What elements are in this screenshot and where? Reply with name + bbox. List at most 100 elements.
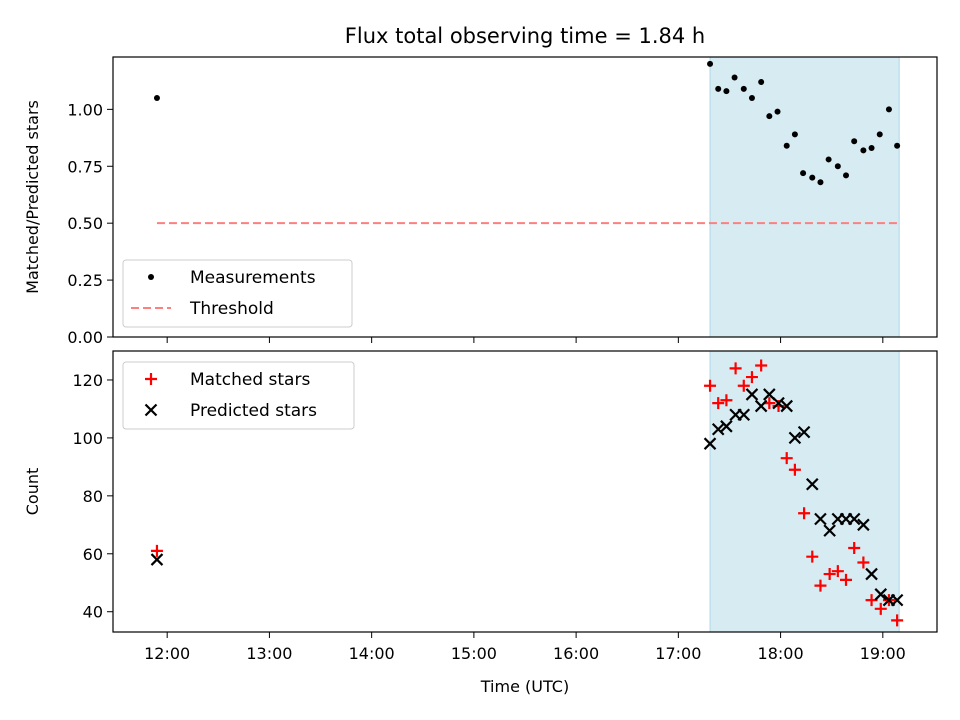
matched-star-point	[755, 359, 768, 372]
legend: Measurements Threshold	[122, 259, 353, 328]
y-tick-label: 120	[72, 371, 103, 390]
measurement-point	[817, 179, 824, 186]
measurement-point	[731, 74, 738, 81]
chart-title: Flux total observing time = 1.84 h	[345, 24, 705, 48]
legend-label: Matched stars	[190, 370, 310, 390]
y-tick-label: 40	[83, 603, 103, 622]
measurement-point	[894, 142, 901, 149]
predicted-star-point	[703, 437, 717, 450]
predicted-star-point	[874, 588, 888, 601]
y-tick-label: 0.50	[67, 214, 103, 233]
predicted-star-point	[823, 524, 836, 537]
measurement-point	[885, 106, 892, 113]
ratio-panel: 0.00 0.25 0.50 0.75 1.00 Matched/Predicted st…	[23, 56, 938, 347]
axes-frame	[112, 350, 938, 633]
measurement-point	[834, 163, 841, 170]
matched-star-point	[798, 507, 811, 520]
measurement-point	[860, 147, 867, 154]
x-tick-label: 15:00	[451, 644, 497, 663]
y-tick-label: 0.00	[67, 328, 103, 347]
observing-span	[710, 351, 900, 632]
measurement-point	[783, 142, 790, 149]
matched-star-point	[712, 397, 725, 410]
measurement-point	[800, 170, 807, 177]
matched-star-point	[814, 579, 827, 592]
measurement-point	[791, 131, 798, 138]
matched-star-point	[848, 541, 861, 554]
predicted-star-point	[737, 408, 751, 422]
predicted-star-point	[788, 431, 802, 445]
y-tick-label: 60	[83, 545, 103, 564]
measurement-point	[851, 138, 858, 145]
matched-star-point	[823, 568, 836, 581]
predicted-star-point	[745, 388, 759, 401]
axes-frame	[112, 56, 938, 338]
legend: Matched stars Predicted stars	[122, 361, 355, 430]
matched-star-point	[729, 362, 742, 375]
y-tick-label: 1.00	[67, 100, 103, 119]
y-axis-label: Count	[23, 468, 42, 516]
predicted-star-point	[772, 396, 785, 410]
legend-box	[122, 361, 355, 430]
x-tick-label: 18:00	[758, 644, 804, 663]
x-tick-label: 19:00	[860, 644, 906, 663]
measurement-point	[153, 94, 160, 101]
y-tick-label: 80	[83, 487, 103, 506]
predicted-star-point	[814, 512, 827, 526]
matched-star-point	[150, 544, 163, 557]
legend-matched-swatch	[145, 373, 157, 385]
predicted-star-point	[780, 399, 793, 413]
legend-label: Threshold	[189, 299, 274, 319]
measurement-point	[809, 174, 816, 181]
measurement-point	[715, 85, 722, 92]
measurement-point	[766, 113, 773, 120]
matched-star-point	[840, 573, 853, 586]
observing-span	[710, 57, 900, 337]
measurement-point	[843, 172, 850, 179]
measurement-point	[748, 94, 755, 101]
legend-box	[122, 259, 353, 328]
matched-star-point	[737, 379, 750, 392]
predicted-star-point	[797, 425, 811, 439]
measurement-point	[774, 108, 781, 115]
count-panel: 40 60 80 100 120 12:00 13:00 14:00 15:00 16:00 17:…	[23, 350, 938, 696]
x-tick-label: 13:00	[246, 644, 292, 663]
x-tick-label: 14:00	[349, 644, 395, 663]
predicted-star-point	[805, 477, 819, 491]
measurement-point	[707, 60, 714, 67]
measurement-point	[876, 131, 883, 138]
measurement-point	[723, 88, 730, 95]
measurement-point	[740, 85, 747, 92]
x-tick-label: 12:00	[144, 644, 190, 663]
matched-star-point	[780, 452, 793, 465]
x-axis-label: Time (UTC)	[480, 677, 569, 696]
matched-star-point	[704, 379, 717, 392]
legend-label: Measurements	[190, 268, 316, 288]
x-tick-label: 16:00	[553, 644, 599, 663]
predicted-star-point	[890, 593, 904, 607]
y-tick-label: 0.75	[67, 157, 103, 176]
legend-label: Predicted stars	[190, 401, 317, 421]
predicted-star-point	[857, 518, 870, 532]
matched-star-point	[788, 463, 801, 476]
predicted-star-point	[711, 422, 725, 436]
matched-star-point	[874, 602, 887, 615]
predicted-star-point	[720, 420, 733, 433]
predicted-star-point	[865, 567, 878, 581]
legend-measurement-swatch	[148, 274, 154, 280]
matched-star-point	[806, 550, 819, 563]
predicted-star-point	[847, 512, 861, 526]
matched-star-point	[857, 556, 870, 569]
y-tick-label: 100	[72, 429, 103, 448]
y-tick-label: 0.25	[67, 271, 103, 290]
measurement-point	[758, 79, 765, 86]
measurement-point	[825, 156, 832, 163]
measurement-point	[868, 145, 875, 152]
x-tick-label: 17:00	[655, 644, 701, 663]
matched-star-point	[745, 371, 758, 384]
predicted-star-point	[754, 399, 768, 413]
matched-star-point	[831, 565, 844, 578]
matched-star-point	[720, 394, 733, 407]
y-axis-label: Matched/Predicted stars	[23, 100, 42, 294]
